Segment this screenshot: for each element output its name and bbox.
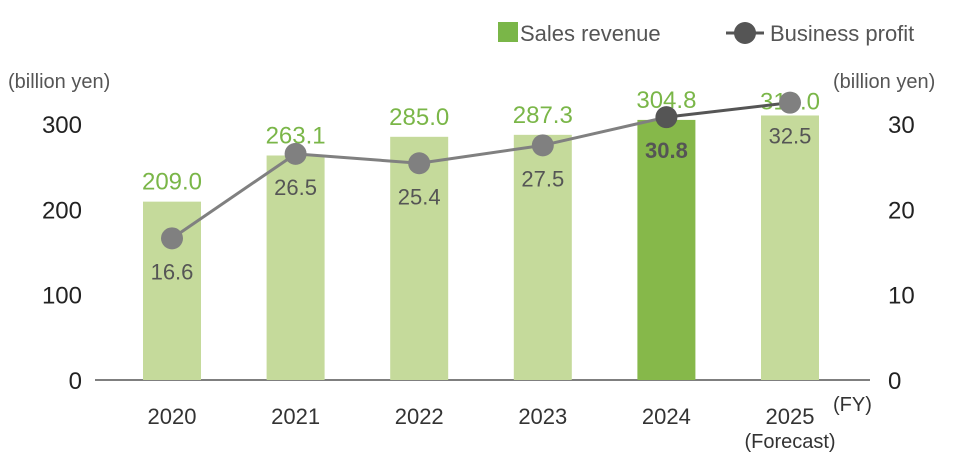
profit-value-label: 16.6 (151, 259, 194, 284)
right-axis-label: (billion yen) (833, 71, 935, 93)
profit-marker-2023 (531, 134, 554, 157)
bar-2021 (266, 155, 325, 380)
legend: Sales revenue Business profit (498, 21, 914, 46)
profit-marker-2025 (779, 91, 801, 114)
bar-2024 (637, 119, 696, 381)
x-tick-label: 2025 (766, 404, 815, 429)
left-tick-label: 300 (42, 112, 82, 139)
profit-value-label: 30.8 (645, 138, 688, 163)
right-tick-label: 30 (888, 112, 915, 139)
profit-line-segment (542, 115, 667, 147)
profit-line-segment (171, 152, 297, 240)
x-tick-label: 2023 (518, 404, 567, 429)
bar-value-label: 285.0 (389, 104, 449, 131)
profit-value-label: 27.5 (521, 166, 564, 191)
bar-2022 (390, 136, 449, 380)
bar-value-label: 287.3 (513, 102, 573, 129)
legend-label-sales: Sales revenue (520, 21, 661, 46)
right-tick-label: 20 (888, 197, 915, 224)
right-tick-label: 10 (888, 283, 915, 310)
profit-line-segment (295, 152, 420, 165)
profit-value-label: 32.5 (769, 124, 812, 149)
x-tick-label: 2020 (148, 404, 197, 429)
bar-2025 (761, 115, 819, 380)
legend-swatch-sales (498, 22, 518, 42)
legend-marker-profit (734, 22, 756, 44)
x-tick-label: 2024 (642, 404, 691, 429)
x-tick-label: 2021 (271, 404, 320, 429)
profit-marker-2022 (408, 152, 431, 175)
profit-marker-2020 (161, 227, 183, 250)
left-tick-label: 0 (69, 368, 82, 395)
profit-marker-2021 (284, 142, 307, 165)
profit-line-segment (418, 143, 544, 165)
bar-2023 (513, 134, 572, 380)
profit-value-label: 25.4 (398, 184, 441, 209)
left-tick-label: 200 (42, 197, 82, 224)
bar-value-label: 209.0 (142, 169, 202, 196)
legend-label-profit: Business profit (770, 21, 914, 46)
profit-marker-2024 (655, 106, 678, 129)
profit-line-segment (666, 101, 791, 119)
x-unit-label: (FY) (833, 394, 872, 416)
x-tick-label: 2022 (395, 404, 444, 429)
left-tick-label: 100 (42, 283, 82, 310)
forecast-label: (Forecast) (744, 431, 835, 453)
profit-value-label: 26.5 (274, 175, 317, 200)
left-axis-label: (billion yen) (8, 71, 110, 93)
right-tick-label: 0 (888, 368, 901, 395)
